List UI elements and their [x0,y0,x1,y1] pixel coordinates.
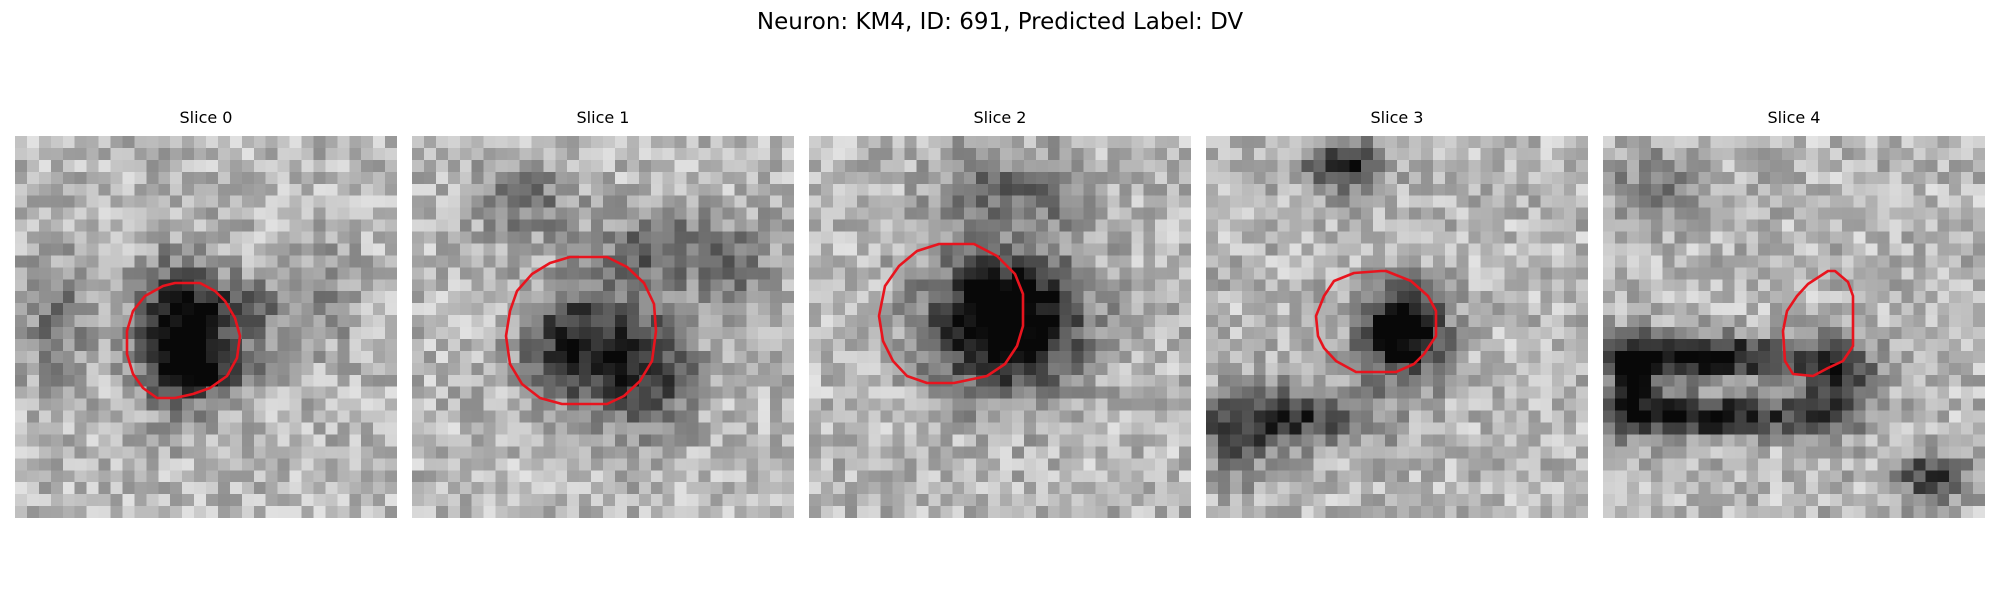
slice-panel-3: Slice 3 [1206,108,1588,518]
segmentation-contour [125,281,242,400]
pixel-grid [1206,136,1588,518]
segmentation-contour [504,255,658,406]
segmentation-contour [877,242,1025,385]
slice-panel-4: Slice 4 [1603,108,1985,518]
slice-image-4 [1603,136,1985,518]
slice-title-0: Slice 0 [179,108,233,127]
pixel-grid [15,136,397,518]
pixel-grid [1603,136,1985,518]
slice-title-4: Slice 4 [1767,108,1821,127]
pixel-grid [412,136,794,518]
slice-image-1 [412,136,794,518]
slice-image-0 [15,136,397,518]
slice-panel-1: Slice 1 [412,108,794,518]
pixel-grid [809,136,1191,518]
slice-title-2: Slice 2 [973,108,1027,127]
slice-title-3: Slice 3 [1370,108,1424,127]
slice-panel-2: Slice 2 [809,108,1191,518]
slice-panel-0: Slice 0 [15,108,397,518]
slice-title-1: Slice 1 [576,108,630,127]
slice-image-2 [809,136,1191,518]
segmentation-contour [1314,269,1438,374]
segmentation-contour [1781,269,1855,378]
figure-title: Neuron: KM4, ID: 691, Predicted Label: D… [756,9,1244,35]
slice-image-3 [1206,136,1588,518]
